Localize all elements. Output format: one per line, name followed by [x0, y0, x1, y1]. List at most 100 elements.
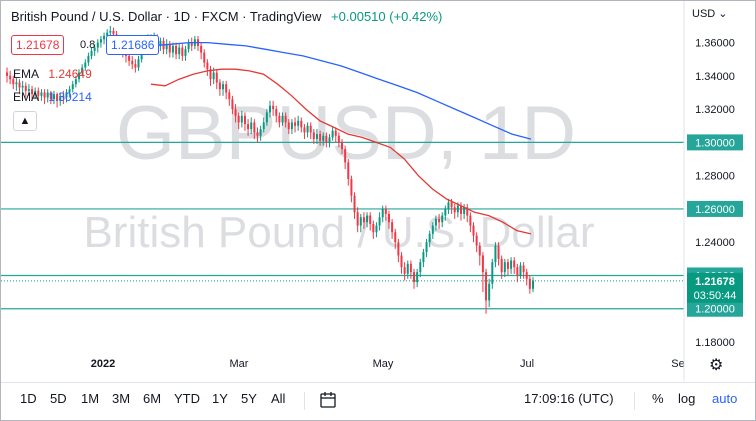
candle-body [494, 245, 497, 263]
tf-5y[interactable]: 5Y [241, 391, 257, 406]
candle-72 [231, 95, 234, 115]
candle-body [184, 49, 187, 56]
candle-body [287, 122, 290, 130]
candle-90 [287, 119, 290, 135]
bid-pill[interactable]: 1.21678 [11, 35, 65, 55]
candle-body [481, 255, 484, 273]
log-scale-toggle[interactable]: log [678, 391, 696, 406]
time-axis[interactable]: 2022 Mar May Jul Se [91, 358, 685, 370]
candle-body [331, 130, 334, 138]
candle-96 [306, 122, 309, 138]
currency-menu[interactable]: USD ⌄ [692, 7, 728, 20]
candle-28 [93, 44, 96, 56]
candle-body [394, 232, 397, 243]
candle-8 [31, 85, 34, 101]
candle-20 [68, 85, 71, 98]
candle-19 [65, 89, 68, 103]
candle-body [175, 45, 178, 55]
tf-1d[interactable]: 1D [20, 391, 37, 406]
tf-1m[interactable]: 1M [81, 391, 100, 406]
candle-body [65, 92, 68, 98]
ema-red-line [150, 68, 532, 235]
price-axis[interactable]: 1.36000 1.34000 1.32000 1.30000 1.28000 1.260… [687, 38, 743, 349]
candle-159 [503, 258, 506, 278]
candle-body [519, 265, 522, 276]
candle-112 [356, 207, 359, 233]
candle-102 [325, 132, 328, 148]
candle-body [522, 265, 525, 273]
level-badge-label: 1.20000 [695, 304, 735, 316]
candle-body [422, 252, 425, 263]
price-chart[interactable]: GBPUSD, 1D British Pound / U.S. Dollar 1… [1, 1, 755, 381]
candle-6 [24, 82, 27, 98]
candle-51 [165, 39, 168, 55]
level-badge-label: 1.26000 [695, 204, 735, 216]
candle-body [34, 90, 37, 95]
toolbar-divider [304, 392, 305, 410]
candle-133 [422, 248, 425, 268]
candle-body [181, 47, 184, 56]
candle-body [59, 95, 62, 101]
tf-6m[interactable]: 6M [143, 391, 162, 406]
candle-body [15, 82, 18, 85]
symbol-title[interactable]: British Pound / U.S. Dollar · 1D · FXCM … [11, 9, 322, 24]
candle-body [309, 125, 312, 133]
candle-16 [56, 92, 59, 108]
candle-73 [234, 104, 237, 123]
auto-scale-toggle[interactable]: auto [712, 391, 738, 406]
candle-body [328, 137, 331, 143]
y-tick-label-6: 1.24000 [695, 237, 735, 249]
candle-body [62, 95, 65, 98]
percent-scale-toggle[interactable]: % [652, 391, 664, 406]
level-badge [687, 200, 743, 217]
ema-value: 1.24649 [48, 67, 92, 81]
candle-22 [74, 75, 77, 88]
candle-0 [6, 67, 8, 83]
candle-body [344, 149, 347, 163]
candle-86 [275, 105, 278, 123]
level-badge [687, 300, 743, 317]
gear-icon[interactable]: ⚙ [709, 357, 724, 374]
candle-body [500, 258, 503, 273]
tf-3m[interactable]: 3M [112, 391, 131, 406]
ema-label: EMA [13, 67, 40, 81]
ask-pill[interactable]: 1.21686 [106, 35, 160, 55]
candle-body [134, 64, 137, 68]
candle-body [203, 52, 206, 63]
utc-clock[interactable]: 17:09:16 (UTC) [524, 391, 614, 406]
candle-body [387, 213, 390, 223]
candle-165 [522, 262, 525, 279]
candle-body [425, 242, 428, 253]
current-price-badge [687, 272, 743, 303]
candle-body [40, 92, 43, 96]
candle-body [137, 59, 140, 68]
date-range-icon[interactable] [319, 391, 337, 409]
candle-body [325, 135, 328, 143]
candle-9 [34, 87, 37, 100]
candle-body [178, 47, 181, 55]
collapse-legend-button[interactable]: ▲ [13, 111, 37, 131]
candle-body [397, 242, 400, 256]
y-tick-label-0: 1.36000 [695, 38, 735, 50]
candle-body [469, 215, 472, 226]
tf-all[interactable]: All [271, 391, 286, 406]
candle-151 [478, 242, 481, 266]
candle-body [372, 223, 375, 233]
ema-legend-blue[interactable]: EMA 1.30214 [13, 90, 92, 104]
candle-111 [353, 192, 356, 219]
tf-5d[interactable]: 5D [50, 391, 67, 406]
candle-42 [137, 55, 140, 71]
candle-164 [519, 262, 522, 279]
candle-body [112, 30, 115, 35]
candle-body [131, 60, 134, 65]
ema-legend-red[interactable]: EMA 1.24649 [13, 67, 92, 81]
candle-body [243, 115, 246, 125]
candle-body [231, 99, 234, 110]
tf-ytd[interactable]: YTD [174, 391, 200, 406]
candle-body [413, 272, 416, 283]
candle-3 [15, 77, 18, 91]
candle-body [237, 115, 240, 123]
candle-body [74, 79, 77, 85]
tf-1y[interactable]: 1Y [212, 391, 228, 406]
